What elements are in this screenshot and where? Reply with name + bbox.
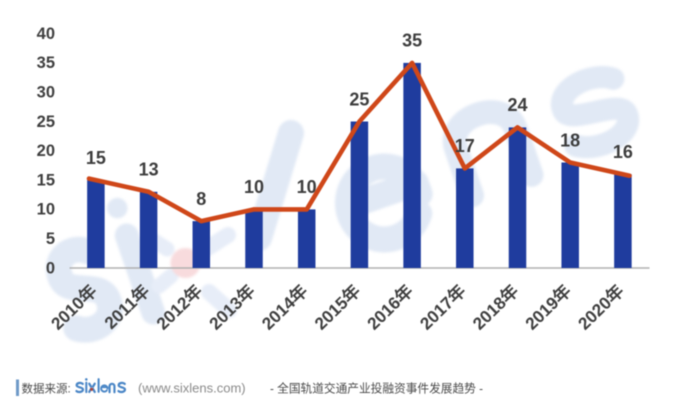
svg-text:2016年: 2016年 — [363, 281, 417, 334]
svg-text:15: 15 — [86, 148, 106, 168]
svg-text:2014年: 2014年 — [258, 281, 312, 334]
svg-text:40: 40 — [37, 25, 55, 43]
svg-text:15: 15 — [37, 171, 55, 189]
svg-text:2018年: 2018年 — [468, 281, 522, 334]
svg-text:20: 20 — [37, 142, 55, 160]
svg-text:0: 0 — [46, 259, 55, 277]
svg-text:10: 10 — [244, 177, 264, 197]
svg-text:数据来源:: 数据来源: — [22, 381, 71, 395]
svg-text:18: 18 — [560, 130, 580, 150]
svg-text:2015年: 2015年 — [310, 281, 364, 334]
svg-text:35: 35 — [37, 54, 55, 72]
svg-text:35: 35 — [402, 31, 422, 51]
svg-text:10: 10 — [37, 201, 55, 219]
svg-text:(www.sixlens.com): (www.sixlens.com) — [138, 380, 246, 395]
svg-text:30: 30 — [37, 84, 55, 102]
svg-text:24: 24 — [507, 95, 527, 115]
svg-text:25: 25 — [37, 113, 55, 131]
svg-text:- 全国轨道交通产业投融资事件发展趋势 -: - 全国轨道交通产业投融资事件发展趋势 - — [270, 381, 483, 395]
svg-text:25: 25 — [349, 89, 369, 109]
svg-text:2019年: 2019年 — [521, 281, 575, 334]
svg-text:17: 17 — [455, 136, 475, 156]
svg-text:10: 10 — [297, 177, 317, 197]
svg-text:5: 5 — [46, 230, 55, 248]
svg-text:8: 8 — [196, 189, 206, 209]
svg-text:13: 13 — [139, 160, 159, 180]
svg-text:2020年: 2020年 — [574, 281, 628, 334]
svg-text:2017年: 2017年 — [416, 281, 470, 334]
svg-text:16: 16 — [613, 142, 633, 162]
